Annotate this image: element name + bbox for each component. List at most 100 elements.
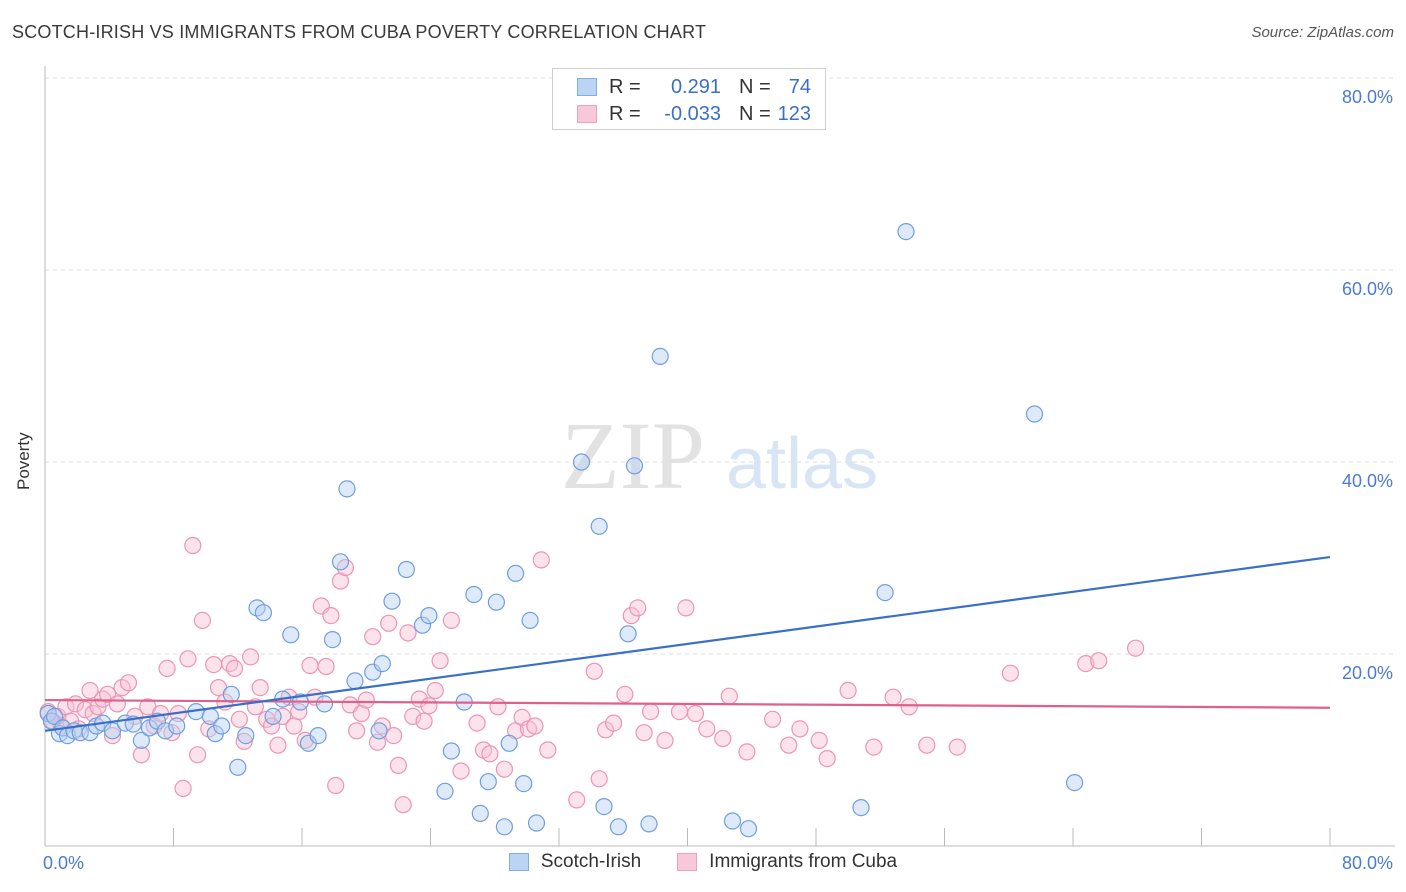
scotch-irish-point-52: [487, 593, 505, 611]
scotch-irish-point-63: [619, 625, 637, 643]
scotch-irish-point-14: [132, 731, 150, 750]
immigrants-from-cuba-point-107: [763, 710, 782, 728]
immigrants-from-cuba-point-47: [285, 717, 303, 735]
legend-label: Immigrants from Cuba: [709, 851, 898, 872]
scotch-irish-point-27: [254, 604, 272, 622]
immigrants-from-cuba-point-27: [179, 650, 197, 668]
immigrants-from-cuba-point-61: [357, 691, 375, 709]
immigrants-from-cuba-point-9: [81, 681, 99, 700]
y-axis-label: Poverty: [14, 432, 33, 490]
immigrants-from-cuba-point-109: [791, 720, 809, 738]
immigrants-from-cuba-point-77: [452, 762, 470, 780]
immigrants-from-cuba-point-73: [420, 697, 438, 715]
watermark-zip: ZIP: [561, 402, 705, 509]
legend-row-scotch-irish: R = 0.291 N = 74: [577, 75, 811, 99]
immigrants-from-cuba-point-19: [132, 746, 150, 764]
immigrants-from-cuba-point-45: [274, 707, 292, 726]
immigrants-from-cuba-point-89: [568, 791, 586, 809]
scotch-irish-point-59: [572, 453, 591, 471]
immigrants-from-cuba-point-75: [431, 652, 449, 670]
immigrants-from-cuba-point-56: [331, 572, 350, 590]
correlation-legend: R = 0.291 N = 74 R = -0.033 N = 123: [552, 68, 826, 130]
immigrants-from-cuba-point-30: [193, 611, 211, 630]
legend-r-value: -0.033: [664, 102, 721, 125]
scotch-irish-point-45: [420, 606, 438, 625]
immigrants-from-cuba-point-69: [399, 624, 417, 642]
legend-swatch-pink: [677, 853, 698, 871]
scotch-irish-point-54: [500, 734, 518, 752]
immigrants-from-cuba-point-93: [604, 714, 623, 732]
immigrants-from-cuba-point-105: [720, 687, 738, 705]
immigrants-from-cuba-point-38: [235, 732, 253, 751]
tick-labels: 20.0% 40.0% 60.0% 80.0% 0.0% 80.0%: [43, 87, 1393, 873]
immigrants-from-cuba-point-115: [900, 698, 918, 716]
immigrants-from-cuba-point-102: [686, 704, 705, 723]
immigrants-from-cuba-point-98: [641, 702, 660, 721]
scotch-irish-point-62: [609, 818, 628, 836]
scotch-irish-point-42: [373, 654, 391, 673]
immigrants-from-cuba-point-76: [442, 611, 460, 630]
immigrants-from-cuba-point-120: [1090, 652, 1108, 670]
immigrants-from-cuba-point-113: [865, 738, 883, 756]
immigrants-from-cuba-point-59: [348, 722, 366, 740]
scotch-irish-point-25: [229, 758, 247, 776]
immigrants-from-cuba-point-14: [103, 726, 122, 745]
immigrants-from-cuba-point-101: [677, 599, 695, 617]
immigrants-from-cuba-point-112: [839, 681, 857, 700]
scotch-irish-point-22: [213, 717, 231, 735]
scotch-irish-point-41: [383, 592, 401, 610]
immigrants-from-cuba-point-88: [539, 741, 557, 759]
immigrants-from-cuba-point-100: [670, 702, 689, 721]
scotch-irish-point-40: [370, 722, 388, 740]
scotch-irish-point-34: [315, 695, 334, 713]
legend-swatch-blue: [577, 78, 597, 96]
scotch-irish-point-58: [527, 814, 546, 832]
scotch-irish-point-55: [506, 564, 525, 583]
legend-item-scotch-irish: Scotch-Irish: [508, 851, 642, 873]
immigrants-from-cuba-point-116: [918, 736, 936, 754]
immigrants-from-cuba-point-29: [189, 746, 207, 764]
scotch-irish-point-23: [222, 685, 240, 703]
scotch-irish-point-28: [264, 707, 282, 726]
immigrants-from-cuba-point-119: [1077, 654, 1095, 673]
scotch-irish-point-50: [471, 804, 489, 823]
legend-label: Scotch-Irish: [540, 851, 642, 872]
immigrants-from-cuba-point-114: [884, 688, 902, 706]
legend-n-label: N =: [739, 102, 771, 125]
immigrants-from-cuba-point-117: [948, 738, 966, 756]
series-immigrants-from-cuba: [39, 536, 1145, 814]
scotch-irish-point-39: [364, 663, 382, 681]
immigrants-from-cuba-point-68: [394, 796, 412, 814]
immigrants-from-cuba-point-99: [656, 731, 674, 750]
immigrants-from-cuba-point-65: [380, 614, 398, 632]
scotch-irish-point-30: [282, 626, 300, 644]
grid-lines: [45, 77, 1395, 655]
immigrants-from-cuba-point-50: [301, 656, 319, 675]
x-tick-label-min: 0.0%: [43, 853, 84, 873]
scotch-irish-point-65: [640, 815, 658, 833]
series-scotch-irish: [39, 223, 1084, 838]
immigrants-from-cuba-point-8: [76, 701, 94, 719]
immigrants-from-cuba-point-55: [327, 776, 345, 795]
immigrants-from-cuba-point-23: [158, 659, 176, 678]
immigrants-from-cuba-point-41: [251, 678, 269, 697]
immigrants-from-cuba-point-97: [635, 724, 653, 742]
watermark: ZIP atlas: [561, 402, 878, 509]
immigrants-from-cuba-point-17: [119, 674, 138, 692]
scotch-irish-point-49: [465, 585, 483, 604]
legend-swatch-pink: [577, 105, 597, 123]
x-tick-label-max: 80.0%: [1342, 853, 1393, 873]
immigrants-from-cuba-point-81: [489, 698, 507, 716]
scotch-irish-point-11: [103, 722, 122, 740]
immigrants-from-cuba-point-103: [698, 720, 716, 738]
legend-r-label: R =: [609, 75, 641, 98]
y-tick-label-0: 20.0%: [1342, 663, 1393, 683]
chart-source: Source: ZipAtlas.com: [1251, 24, 1394, 41]
immigrants-from-cuba-point-28: [184, 536, 202, 555]
immigrants-from-cuba-point-44: [269, 736, 287, 754]
scotch-irish-point-17: [156, 722, 175, 740]
scotch-irish-point-47: [442, 742, 460, 760]
immigrants-from-cuba-point-32: [205, 655, 223, 674]
immigrants-from-cuba-point-62: [364, 628, 382, 646]
